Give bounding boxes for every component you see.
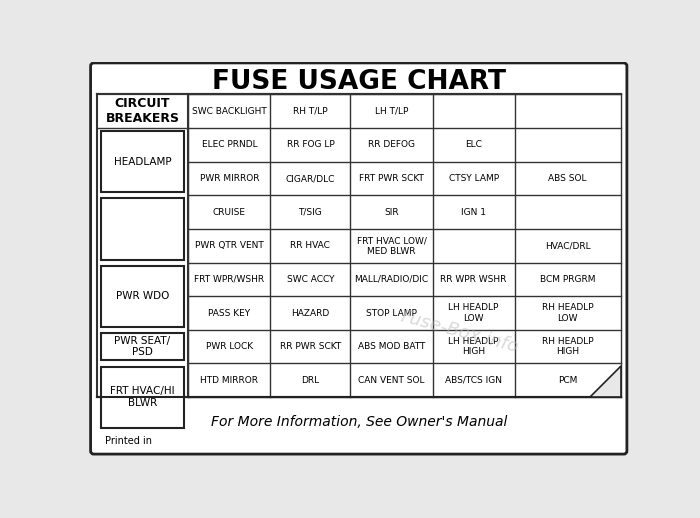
Text: HTD MIRROR: HTD MIRROR [200, 376, 258, 385]
Text: RR DEFOG: RR DEFOG [368, 140, 415, 149]
Text: T/SIG: T/SIG [298, 208, 322, 217]
FancyBboxPatch shape [90, 63, 627, 454]
Text: PWR MIRROR: PWR MIRROR [199, 174, 259, 183]
Bar [102, 333, 183, 361]
Text: PWR SEAT/
PSD: PWR SEAT/ PSD [115, 336, 171, 357]
Text: SWC ACCY: SWC ACCY [287, 275, 334, 284]
Text: RR FOG LP: RR FOG LP [286, 140, 335, 149]
Text: PWR LOCK: PWR LOCK [206, 342, 253, 351]
Text: BCM PRGRM: BCM PRGRM [540, 275, 596, 284]
Text: PCM: PCM [558, 376, 577, 385]
Text: PWR WDO: PWR WDO [116, 291, 169, 301]
Text: HVAC/DRL: HVAC/DRL [545, 241, 591, 250]
Text: CTSY LAMP: CTSY LAMP [449, 174, 498, 183]
Text: FUSE USAGE CHART: FUSE USAGE CHART [211, 69, 505, 95]
Text: RR PWR SCKT: RR PWR SCKT [280, 342, 341, 351]
Text: ABS SOL: ABS SOL [549, 174, 587, 183]
Text: CIGAR/DLC: CIGAR/DLC [286, 174, 335, 183]
Text: RR HVAC: RR HVAC [290, 241, 330, 250]
Text: Fuse-Box.info: Fuse-Box.info [398, 307, 521, 356]
Bar [102, 131, 183, 192]
Text: LH T/LP: LH T/LP [374, 107, 408, 116]
Text: IGN 1: IGN 1 [461, 208, 486, 217]
Text: RH HEADLP
LOW: RH HEADLP LOW [542, 304, 594, 323]
Text: HAZARD: HAZARD [291, 309, 330, 318]
Polygon shape [589, 366, 621, 397]
Text: LH HEADLP
LOW: LH HEADLP LOW [449, 304, 499, 323]
Text: RR WPR WSHR: RR WPR WSHR [440, 275, 507, 284]
Text: SIR: SIR [384, 208, 399, 217]
Text: MALL/RADIO/DIC: MALL/RADIO/DIC [354, 275, 428, 284]
Text: HEADLAMP: HEADLAMP [113, 157, 172, 167]
Text: PASS KEY: PASS KEY [209, 309, 251, 318]
Bar [102, 198, 183, 260]
Text: Printed in: Printed in [104, 436, 152, 446]
Text: ELEC PRNDL: ELEC PRNDL [202, 140, 257, 149]
Text: FRT HVAC LOW/
MED BLWR: FRT HVAC LOW/ MED BLWR [356, 236, 426, 255]
Text: CAN VENT SOL: CAN VENT SOL [358, 376, 425, 385]
Text: PWR QTR VENT: PWR QTR VENT [195, 241, 264, 250]
Text: LH HEADLP
HIGH: LH HEADLP HIGH [449, 337, 499, 356]
Text: RH T/LP: RH T/LP [293, 107, 328, 116]
Text: DRL: DRL [302, 376, 319, 385]
Text: ELC: ELC [466, 140, 482, 149]
Text: ABS MOD BATT: ABS MOD BATT [358, 342, 425, 351]
Text: ABS/TCS IGN: ABS/TCS IGN [445, 376, 502, 385]
Text: CRUISE: CRUISE [213, 208, 246, 217]
Text: FRT PWR SCKT: FRT PWR SCKT [359, 174, 424, 183]
Text: CIRCUIT
BREAKERS: CIRCUIT BREAKERS [106, 97, 179, 125]
Text: FRT WPR/WSHR: FRT WPR/WSHR [195, 275, 265, 284]
Bar [102, 266, 183, 327]
Text: SWC BACKLIGHT: SWC BACKLIGHT [192, 107, 267, 116]
Bar [102, 367, 183, 428]
Text: FRT HVAC/HI
BLWR: FRT HVAC/HI BLWR [110, 386, 175, 408]
Text: RH HEADLP
HIGH: RH HEADLP HIGH [542, 337, 594, 356]
Text: STOP LAMP: STOP LAMP [366, 309, 417, 318]
Text: For More Information, See Owner's Manual: For More Information, See Owner's Manual [211, 415, 507, 429]
